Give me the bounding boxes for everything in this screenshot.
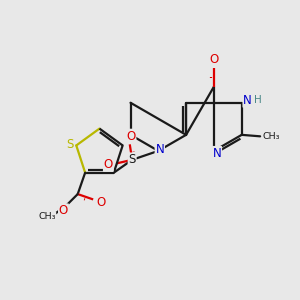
Text: S: S	[128, 153, 136, 166]
Text: N: N	[212, 147, 221, 160]
Text: CH₃: CH₃	[38, 212, 56, 221]
Text: S: S	[66, 138, 74, 151]
Text: CH₃: CH₃	[263, 132, 280, 141]
Text: O: O	[97, 196, 106, 209]
Text: O: O	[59, 204, 68, 217]
Text: O: O	[104, 158, 113, 171]
Text: H: H	[254, 95, 262, 105]
Text: O: O	[126, 130, 136, 142]
Text: N: N	[243, 94, 252, 107]
Text: O: O	[210, 53, 219, 66]
Text: N: N	[155, 143, 164, 156]
